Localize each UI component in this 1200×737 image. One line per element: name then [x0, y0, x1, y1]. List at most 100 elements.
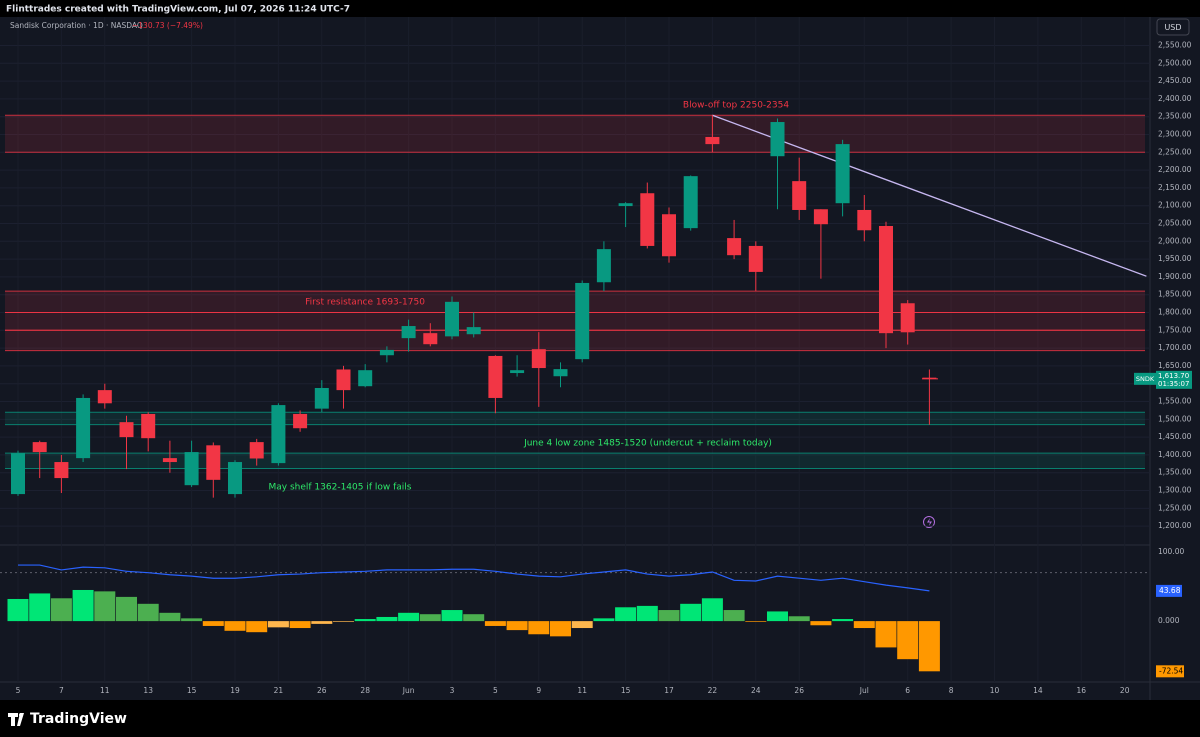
histogram-bar — [246, 621, 268, 633]
y-tick-label: 2,300.00 — [1158, 129, 1192, 138]
y-tick-label: 100.00 — [1158, 547, 1184, 556]
x-tick-label: 11 — [577, 686, 587, 695]
y-tick-label: 1,900.00 — [1158, 272, 1192, 281]
y-tick-label: 2,550.00 — [1158, 40, 1192, 49]
candle-body — [97, 390, 112, 404]
y-tick-label: 2,500.00 — [1158, 58, 1192, 67]
candle-body — [900, 303, 915, 333]
candle-body — [314, 387, 329, 409]
alert-bolt — [927, 518, 932, 526]
ticker-tag — [1134, 372, 1156, 385]
candle-body — [748, 245, 763, 272]
x-tick-label: 10 — [990, 686, 1000, 695]
x-tick-label: 9 — [536, 686, 541, 695]
logo-dot — [19, 713, 23, 717]
price-axis: 1,200.00 1,250.00 1,300.00 1,350.00 1,400.00… — [1158, 40, 1192, 530]
histogram-bar — [658, 610, 680, 622]
last-price-label: 1,613.70 — [1158, 372, 1189, 380]
x-tick-label: 11 — [100, 686, 110, 695]
last-price-tag — [1156, 370, 1192, 389]
y-tick-label: 2,350.00 — [1158, 112, 1192, 121]
y-tick-label: 2,050.00 — [1158, 219, 1192, 228]
candle-body — [531, 349, 546, 369]
candle-body — [32, 442, 47, 453]
symbol-title: Sandisk Corporation · 1D · NASDAQ — [10, 21, 143, 30]
candle-body — [358, 370, 373, 387]
annotation: May shelf 1362-1405 if low fails — [269, 483, 412, 493]
candle-body — [184, 452, 199, 486]
x-tick-label: 21 — [274, 686, 284, 695]
histogram-bar — [615, 607, 637, 622]
x-tick-label: 16 — [1077, 686, 1087, 695]
candle-body — [835, 144, 850, 204]
histogram-bar — [636, 605, 658, 622]
y-tick-label: 1,300.00 — [1158, 486, 1192, 495]
candle-body — [271, 405, 286, 464]
x-tick-label: 26 — [317, 686, 327, 695]
histogram-bar — [202, 621, 224, 626]
y-tick-label: 2,000.00 — [1158, 236, 1192, 245]
histogram-bar — [853, 621, 875, 629]
y-tick-label: 1,850.00 — [1158, 290, 1192, 299]
histogram-value-label: -72.54 — [1159, 666, 1183, 675]
y-tick-label: 2,400.00 — [1158, 94, 1192, 103]
annotation: Blow-off top 2250-2354 — [683, 101, 789, 111]
y-tick-label: 2,250.00 — [1158, 147, 1192, 156]
histogram-bar — [701, 598, 723, 622]
currency-button[interactable] — [1156, 18, 1190, 36]
histogram-bar — [289, 621, 311, 629]
header: Flinttrades created with TradingView.com… — [6, 5, 350, 15]
histogram-bar — [159, 612, 181, 622]
line-value-label: 43.68 — [1159, 586, 1181, 595]
candle-body — [510, 370, 525, 374]
candle-body — [445, 301, 459, 337]
histogram-bar — [181, 618, 203, 622]
trendline — [712, 114, 1147, 277]
histogram-bar — [463, 614, 485, 622]
candle-body — [857, 209, 872, 231]
x-tick-label: 6 — [905, 686, 910, 695]
candle-body — [683, 176, 698, 229]
candle-body — [401, 326, 416, 339]
histogram-bar — [116, 596, 137, 622]
histogram-bar — [918, 621, 940, 672]
y-tick-label: 1,350.00 — [1158, 468, 1192, 477]
alert-circle — [923, 516, 935, 528]
change-label: −130.73 (−7.49%) — [132, 21, 203, 30]
histogram-bar — [419, 614, 441, 622]
y-tick-label: 2,450.00 — [1158, 76, 1192, 85]
candle-body — [705, 136, 720, 145]
candle-body — [466, 327, 481, 335]
x-tick-label: 17 — [664, 686, 674, 695]
y-tick-label: 2,100.00 — [1158, 201, 1192, 210]
candle-body — [162, 458, 177, 463]
candle-body — [206, 445, 221, 480]
y-tick-label: 1,750.00 — [1158, 325, 1192, 334]
candle-body — [488, 355, 503, 398]
histogram-bar — [137, 603, 159, 622]
y-tick-label: 1,700.00 — [1158, 343, 1192, 352]
histogram-bar — [354, 619, 376, 622]
histogram-bar — [550, 621, 571, 637]
histogram-bar — [398, 612, 420, 622]
x-tick-label: 5 — [16, 686, 21, 695]
ticker: SNDK — [1136, 375, 1155, 383]
candle-body — [922, 377, 937, 379]
histogram-bar — [7, 598, 29, 622]
x-tick-label: 13 — [143, 686, 153, 695]
candle-body — [727, 238, 742, 256]
histogram-bar — [767, 611, 788, 622]
histogram-value-tag — [1156, 665, 1184, 678]
alert-icon — [923, 516, 935, 528]
x-tick-label: 5 — [493, 686, 498, 695]
candle-body — [792, 181, 807, 210]
indicator-line — [18, 564, 930, 592]
currency[interactable]: USD — [1164, 23, 1181, 32]
x-tick-label: 22 — [708, 686, 718, 695]
zone — [5, 291, 1145, 313]
line-value-tag — [1156, 584, 1182, 597]
candle-body — [553, 369, 568, 377]
candle-body — [336, 369, 351, 391]
footer-logo: TradingView — [8, 711, 127, 727]
x-tick-label: 15 — [187, 686, 197, 695]
